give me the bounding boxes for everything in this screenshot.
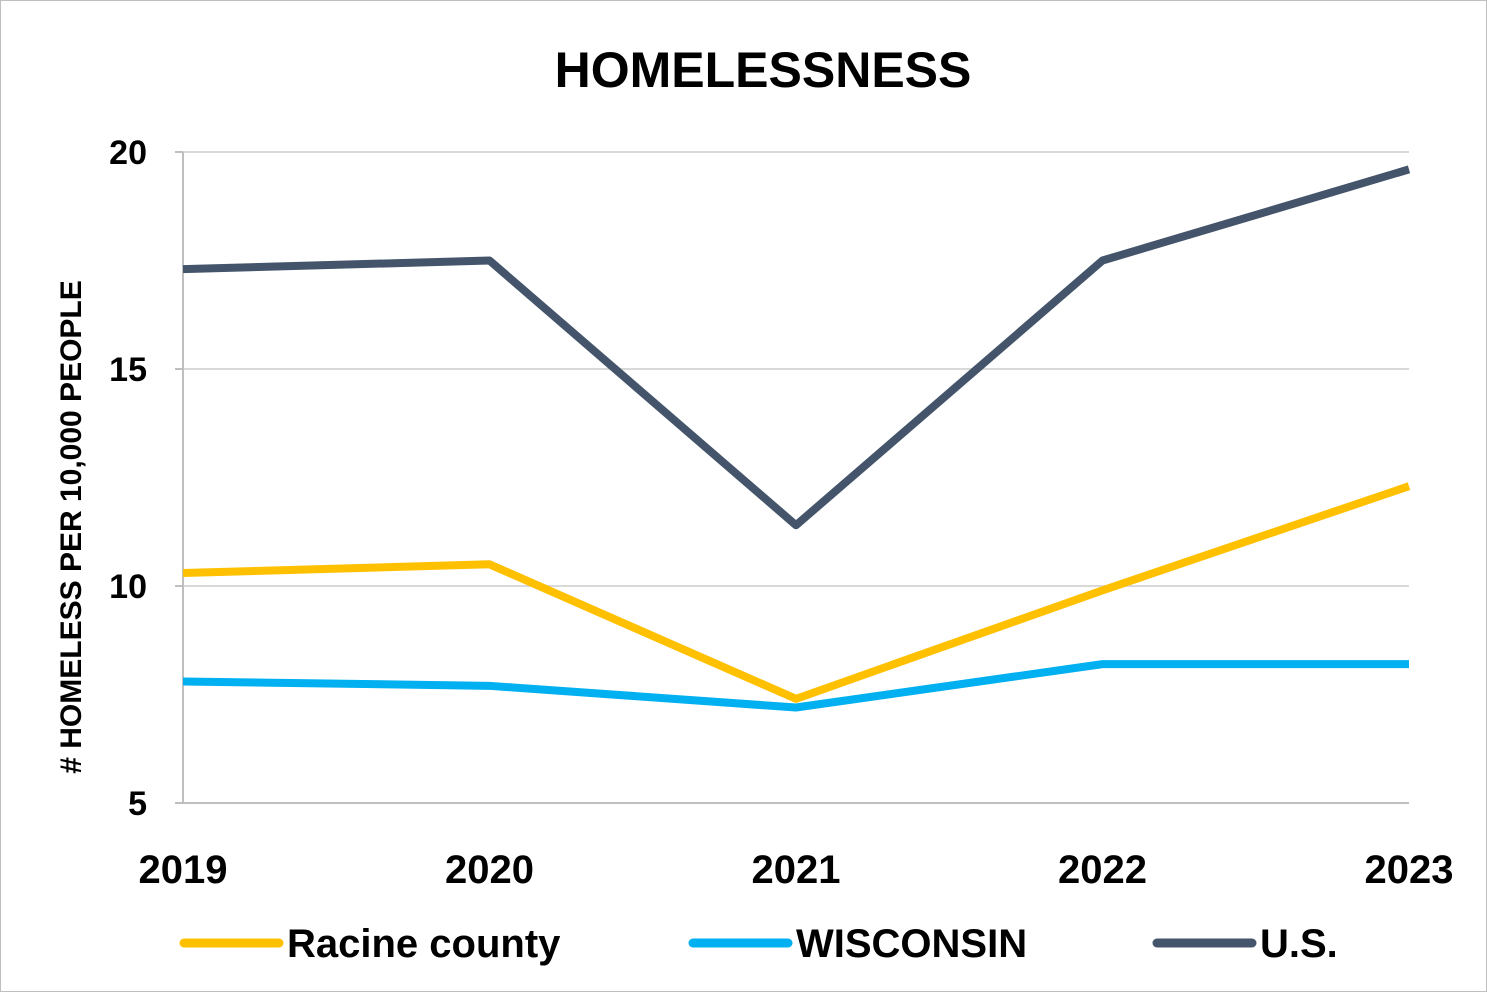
- x-tick-label-2022: 2022: [1058, 848, 1147, 892]
- axes: [182, 152, 1409, 804]
- x-tick-labels: 2019 2020 2021 2022 2023: [139, 848, 1454, 892]
- x-tick-label-2019: 2019: [139, 848, 228, 892]
- legend: Racine county WISCONSIN U.S.: [179, 922, 1338, 966]
- chart-title: HOMELESSNESS: [555, 42, 972, 98]
- y-tick-label-15: 15: [109, 351, 147, 389]
- gridlines: [175, 151, 1409, 804]
- y-tick-labels: 5 10 15 20: [109, 134, 147, 823]
- x-tick-label-2023: 2023: [1365, 848, 1454, 892]
- legend-label-wisconsin: WISCONSIN: [796, 922, 1027, 966]
- series-lines: [182, 165, 1411, 712]
- legend-label-u-s: U.S.: [1260, 922, 1338, 966]
- y-tick-label-5: 5: [128, 785, 147, 823]
- legend-label-racine-county: Racine county: [287, 922, 561, 966]
- series-line-u-s: [182, 165, 1411, 530]
- x-tick-label-2020: 2020: [445, 848, 534, 892]
- y-tick-label-20: 20: [109, 134, 147, 172]
- y-axis-label: # HOMELESS PER 10,000 PEOPLE: [55, 280, 88, 774]
- series-line-wisconsin: [182, 660, 1409, 712]
- series-line-racine-county: [182, 482, 1411, 703]
- x-tick-label-2021: 2021: [752, 848, 841, 892]
- y-tick-label-10: 10: [109, 568, 147, 606]
